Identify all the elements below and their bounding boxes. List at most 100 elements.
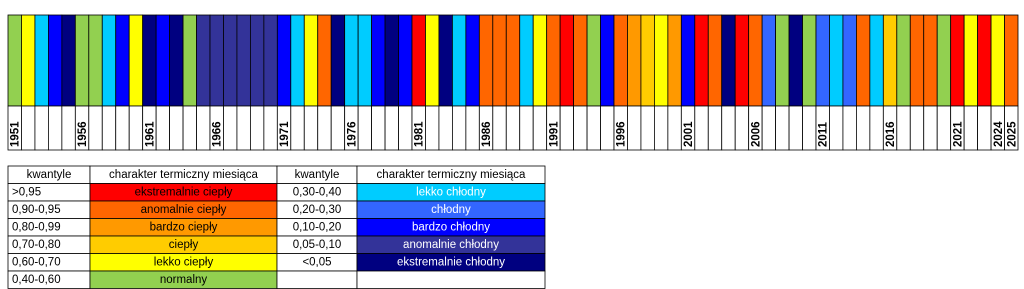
label-cell [317,105,332,151]
class-text: bardzo chłodny [412,221,490,233]
label-cell [842,105,857,151]
label-cell [236,105,251,151]
class-text: anomalnie ciepły [141,204,227,216]
label-cell [775,105,790,151]
label-cell [627,105,642,151]
label-cell [829,105,844,151]
label-cell [586,105,601,151]
class-text: chłodny [431,204,471,216]
stripe [425,14,440,107]
stripe [640,14,655,107]
stripe [74,14,90,107]
stripe [357,14,372,107]
stripe [694,14,709,107]
label-cell [654,105,669,151]
header-text: charakter termiczny miesiąca [109,169,259,181]
stripe [7,14,22,107]
label-cell [384,105,399,151]
label-cell [128,105,144,151]
stripe [492,14,507,107]
label-cell [115,105,130,151]
quantile-text: 0,70-0,80 [12,239,61,251]
header-text: charakter termiczny miesiąca [377,169,527,181]
year-label: 1961 [144,121,156,147]
label-cell [977,105,992,151]
year-label: 1996 [616,121,628,147]
label-cell [48,105,63,151]
label-cell [856,105,871,151]
label-cell [88,105,103,151]
stripe [236,14,251,107]
label-cell [761,105,777,151]
class-text: lekko ciepły [154,256,214,268]
label-cell [694,105,709,151]
stripe [317,14,332,107]
label-cell [425,105,440,151]
label-cell [196,105,211,151]
year-label: 1991 [548,121,560,147]
label-cell [802,105,817,151]
quantile-text: <0,05 [302,256,331,268]
label-cell [438,105,453,151]
quantile-cell [276,270,358,289]
label-cell [451,105,467,151]
label-cell [34,105,49,151]
stripe [384,14,399,107]
stripe [48,14,63,107]
stripe [101,14,117,107]
stripe [34,14,49,107]
label-cell [923,105,938,151]
stripe [155,14,170,107]
stripe [61,14,76,107]
label-cell [61,105,76,151]
stripe [815,14,830,107]
stripe [128,14,144,107]
stripe [600,14,615,107]
label-cell [532,105,548,151]
stripe [936,14,952,107]
label-cell [707,105,723,151]
label-cell [640,105,655,151]
label-cell [667,105,682,151]
label-cell [788,105,803,151]
stripe [465,14,480,107]
stripe [627,14,642,107]
stripe [263,14,278,107]
class-text: bardzo ciepły [150,221,218,233]
label-cell [371,105,386,151]
stripe [667,14,682,107]
year-label: 1951 [10,121,22,147]
class-text: ekstremalnie ciepły [135,186,233,198]
color-cell [356,270,546,289]
stripe [788,14,803,107]
quantile-text: 0,05-0,10 [293,239,342,251]
stripe [371,14,386,107]
stripe [344,14,359,107]
stripe [869,14,884,107]
stripe [532,14,548,107]
stripe [856,14,871,107]
stripe [209,14,224,107]
stripe [398,14,413,107]
label-cell [155,105,170,151]
label-cell [398,105,413,151]
label-cell [559,105,575,151]
label-cell [963,105,979,151]
stripe [559,14,575,107]
label-cell [357,105,372,151]
quantile-text: 0,60-0,70 [12,256,61,268]
stripe [829,14,844,107]
stripe [721,14,736,107]
quantile-text: 0,20-0,30 [293,204,342,216]
label-cell [303,105,319,151]
stripe [505,14,521,107]
stripe [882,14,898,107]
stripe [519,14,534,107]
label-cell [869,105,884,151]
label-cell [909,105,925,151]
stripe [680,14,696,107]
label-cell [734,105,750,151]
label-cell [21,105,36,151]
label-cell [505,105,521,151]
